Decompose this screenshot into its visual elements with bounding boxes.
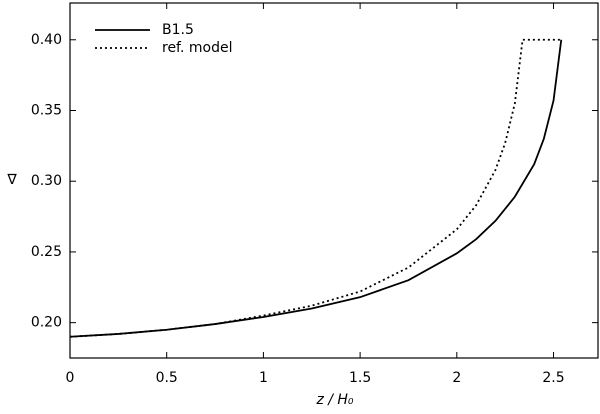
- x-tick-label: 2.5: [542, 370, 564, 386]
- y-tick-label: 0.30: [31, 173, 62, 189]
- line-series: [69, 38, 562, 338]
- plot-frame: [69, 2, 599, 359]
- line-series: [69, 39, 563, 338]
- x-axis-label: z / H₀: [315, 392, 353, 408]
- x-tick-label: 1: [259, 370, 268, 386]
- x-tick-label: 1.5: [349, 370, 371, 386]
- y-tick-label: 0.40: [31, 32, 62, 48]
- x-tick-label: 2: [452, 370, 461, 386]
- y-axis-label: ∇: [6, 172, 17, 188]
- y-tick-label: 0.35: [31, 102, 62, 118]
- y-tick-label: 0.25: [31, 244, 62, 260]
- legend-label: ref. model: [162, 40, 232, 56]
- x-tick-label: 0: [66, 370, 75, 386]
- x-tick-label: 0.5: [156, 370, 178, 386]
- y-tick-label: 0.20: [31, 315, 62, 331]
- legend-label: B1.5: [162, 22, 194, 38]
